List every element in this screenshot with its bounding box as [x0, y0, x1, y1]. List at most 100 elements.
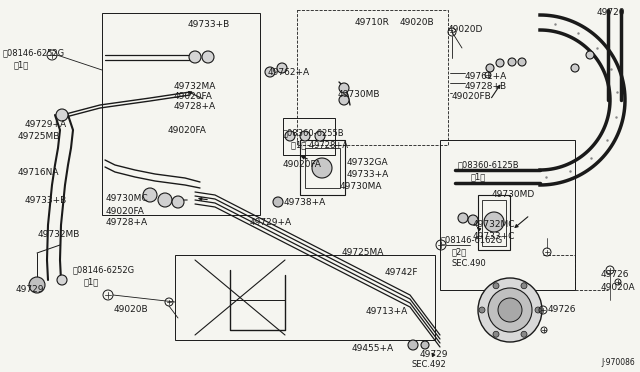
Circle shape [458, 213, 468, 223]
Text: 49020FA: 49020FA [106, 207, 145, 216]
Circle shape [468, 215, 478, 225]
Text: 49730MB: 49730MB [338, 90, 381, 99]
Circle shape [484, 212, 504, 232]
Text: Ⓑ08146-6252G: Ⓑ08146-6252G [73, 265, 135, 274]
Text: Ⓢ08360-6255B: Ⓢ08360-6255B [283, 128, 344, 137]
Text: 49455+A: 49455+A [352, 344, 394, 353]
Text: SEC.492: SEC.492 [412, 360, 447, 369]
Circle shape [478, 278, 542, 342]
Circle shape [421, 341, 429, 349]
Bar [482, 200, 506, 246]
Circle shape [488, 288, 532, 332]
Text: 49729+A: 49729+A [250, 218, 292, 227]
Circle shape [265, 67, 275, 77]
Text: 49726: 49726 [548, 305, 577, 314]
Bar [102, 13, 260, 215]
Text: 49733+C: 49733+C [473, 232, 515, 241]
Text: SEC.490: SEC.490 [452, 259, 487, 268]
Circle shape [521, 283, 527, 289]
Circle shape [172, 196, 184, 208]
Text: 49733+B: 49733+B [25, 196, 67, 205]
Bar [300, 140, 345, 195]
Circle shape [479, 307, 485, 313]
Text: 49733+A: 49733+A [347, 170, 389, 179]
Text: 49713+A: 49713+A [366, 307, 408, 316]
Text: 49725MA: 49725MA [342, 248, 385, 257]
Text: 49762+A: 49762+A [268, 68, 310, 77]
Text: 49732MC: 49732MC [473, 220, 515, 229]
Text: 49728+A: 49728+A [174, 102, 216, 111]
Circle shape [29, 277, 45, 293]
Text: （1）: （1） [84, 277, 99, 286]
Circle shape [57, 275, 67, 285]
Circle shape [521, 331, 527, 337]
Circle shape [493, 283, 499, 289]
Bar [478, 195, 510, 250]
Text: J·970086: J·970086 [601, 358, 635, 367]
Text: 49733+B: 49733+B [188, 20, 230, 29]
Text: 49728+A: 49728+A [106, 218, 148, 227]
Circle shape [143, 188, 157, 202]
Text: （1）: （1） [14, 60, 29, 69]
Text: 49729+A: 49729+A [25, 120, 67, 129]
Circle shape [312, 158, 332, 178]
Circle shape [339, 83, 349, 93]
Text: 49710R: 49710R [355, 18, 390, 27]
Text: 49720: 49720 [597, 8, 625, 17]
Text: 49730MA: 49730MA [340, 182, 383, 191]
Text: 49732MA: 49732MA [174, 82, 216, 91]
Bar [283, 118, 335, 155]
Circle shape [496, 59, 504, 67]
Text: 49729: 49729 [16, 285, 45, 294]
Text: 49020FB: 49020FB [452, 92, 492, 101]
Circle shape [189, 51, 201, 63]
Bar [305, 148, 340, 188]
Circle shape [56, 109, 68, 121]
Circle shape [535, 307, 541, 313]
Bar [440, 140, 575, 290]
Circle shape [486, 64, 494, 72]
Text: 49020FA: 49020FA [168, 126, 207, 135]
Circle shape [493, 331, 499, 337]
Text: 49020B: 49020B [114, 305, 148, 314]
Text: Ⓑ08146-6162G: Ⓑ08146-6162G [441, 235, 503, 244]
Text: 49732GA: 49732GA [347, 158, 388, 167]
Text: 49716NA: 49716NA [18, 168, 60, 177]
Text: 49729: 49729 [420, 350, 449, 359]
Circle shape [498, 298, 522, 322]
Circle shape [408, 340, 418, 350]
Text: 49725MB: 49725MB [18, 132, 60, 141]
Circle shape [285, 131, 295, 141]
Circle shape [508, 58, 516, 66]
Circle shape [202, 51, 214, 63]
Text: 49730MD: 49730MD [492, 190, 535, 199]
Text: 49726: 49726 [601, 270, 630, 279]
Circle shape [571, 64, 579, 72]
Text: 49020D: 49020D [448, 25, 483, 34]
Text: 49761+A: 49761+A [465, 72, 508, 81]
Text: 49020A: 49020A [601, 283, 636, 292]
Circle shape [586, 51, 594, 59]
Circle shape [273, 197, 283, 207]
Text: 49728+B: 49728+B [465, 82, 507, 91]
Text: （2）: （2） [452, 247, 467, 256]
Text: 49020B: 49020B [400, 18, 435, 27]
Text: （1）: （1） [471, 172, 486, 181]
Text: 49732MB: 49732MB [38, 230, 81, 239]
Circle shape [518, 58, 526, 66]
Bar [297, 10, 448, 145]
Circle shape [300, 131, 310, 141]
Text: 49738+A: 49738+A [284, 198, 326, 207]
Circle shape [158, 193, 172, 207]
Circle shape [315, 131, 325, 141]
Text: 49020FA: 49020FA [283, 160, 322, 169]
Circle shape [339, 95, 349, 105]
Bar [175, 255, 435, 340]
Circle shape [277, 63, 287, 73]
Text: 49742F: 49742F [385, 268, 419, 277]
Text: Ⓢ08360-6125B: Ⓢ08360-6125B [458, 160, 520, 169]
Text: （1） 49728+A: （1） 49728+A [291, 140, 348, 149]
Text: 49730MC: 49730MC [106, 194, 148, 203]
Text: Ⓑ08146-6252G: Ⓑ08146-6252G [3, 48, 65, 57]
Text: 49020FA: 49020FA [174, 92, 213, 101]
